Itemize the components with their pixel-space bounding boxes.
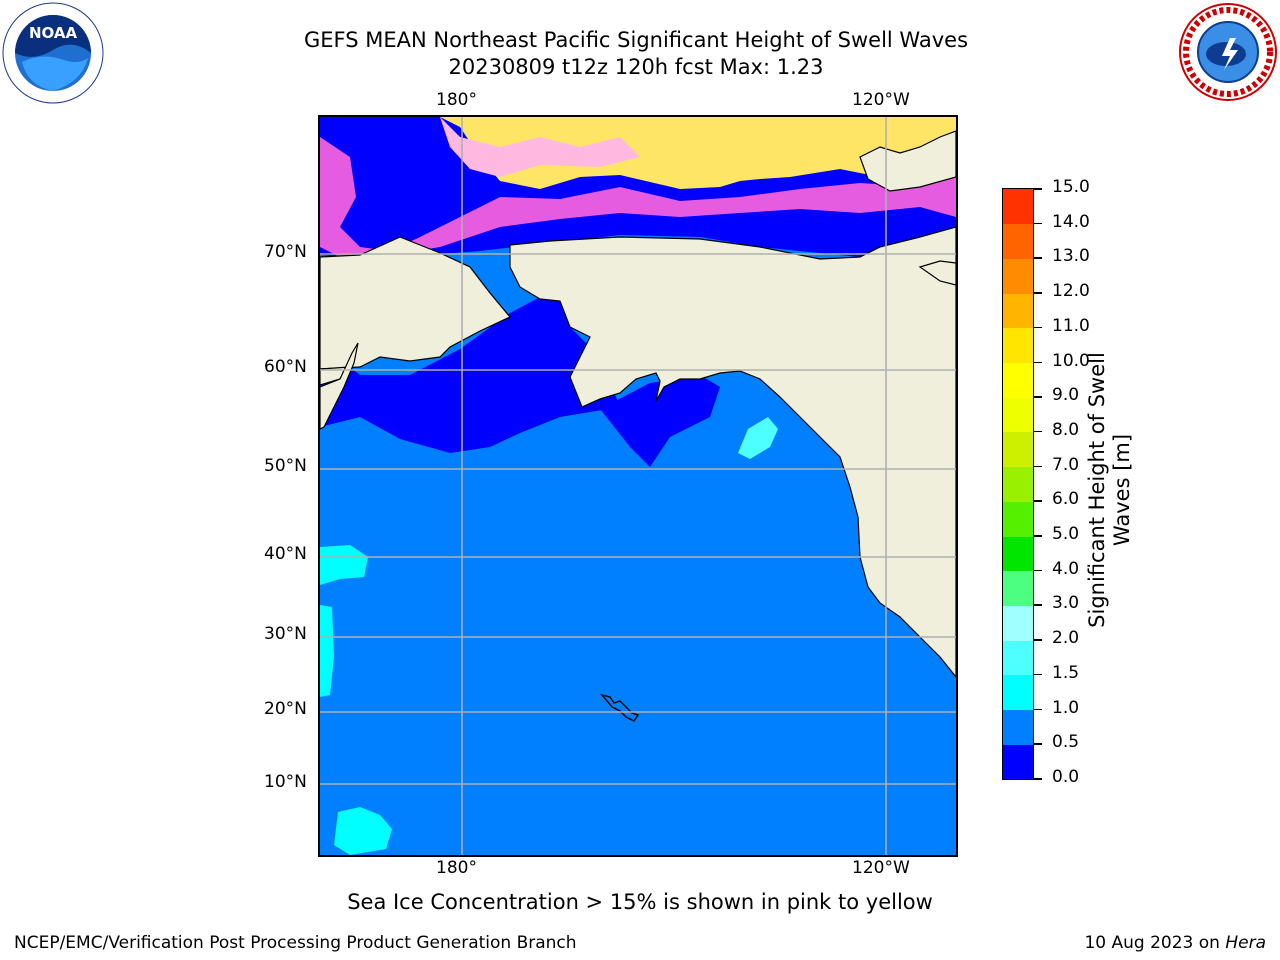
- colorbar-tick-label: 6.0: [1052, 489, 1080, 510]
- land-kamchatka: [320, 342, 359, 430]
- colorbar-segment: [1003, 431, 1033, 468]
- colorbar-tick-mark: [1034, 500, 1042, 502]
- colorbar-tick-mark: [1034, 778, 1042, 780]
- chart-title: GEFS MEAN Northeast Pacific Significant …: [303, 28, 969, 52]
- lat-tick-40n: 40°N: [264, 544, 307, 564]
- svg-text:NOAA: NOAA: [29, 24, 78, 42]
- colorbar-tick-mark: [1034, 604, 1042, 606]
- colorbar-tick-label: 8.0: [1052, 419, 1080, 440]
- colorbar-tick-label: 4.0: [1052, 558, 1080, 579]
- land-banks-island: [918, 260, 956, 286]
- colorbar-tick-mark: [1034, 639, 1042, 641]
- colorbar-segment: [1003, 189, 1033, 225]
- lat-tick-30n: 30°N: [264, 624, 307, 644]
- colorbar-tick-label: 14.0: [1052, 211, 1090, 232]
- colorbar-segment: [1003, 501, 1033, 537]
- swell-height-map: [318, 115, 958, 857]
- colorbar-segment: [1003, 605, 1033, 641]
- colorbar-tick-label: 0.0: [1052, 767, 1080, 787]
- colorbar-tick-label: 7.0: [1052, 454, 1080, 475]
- swell-patch-west-40n: [320, 545, 368, 585]
- credit-organization: NCEP/EMC/Verification Post Processing Pr…: [14, 933, 577, 953]
- colorbar-tick-mark: [1034, 292, 1042, 294]
- credit-machine: Hera: [1225, 933, 1266, 953]
- colorbar-label: Significant Height of Swell Waves [m]: [1085, 352, 1134, 628]
- colorbar-tick-mark: [1034, 396, 1042, 398]
- nws-logo: [1178, 2, 1278, 102]
- colorbar-tick-mark: [1034, 569, 1042, 572]
- swell-patch-south: [334, 807, 392, 855]
- land-arctic-islands: [859, 130, 956, 192]
- colorbar-segment: [1003, 258, 1033, 294]
- colorbar-tick-mark: [1034, 257, 1042, 259]
- colorbar-segment: [1003, 327, 1033, 364]
- map-gridlines: [320, 117, 956, 855]
- noaa-logo: NOAA: [2, 2, 104, 104]
- colorbar-segment: [1003, 223, 1033, 259]
- swell-patch-gulf-alaska: [738, 417, 778, 459]
- chart-subtitle: 20230809 t12z 120h fcst Max: 1.23: [448, 55, 824, 79]
- colorbar-tick-mark: [1034, 535, 1042, 537]
- swell-low-gulf-west: [600, 375, 720, 467]
- sea-ice-footnote: Sea Ice Concentration > 15% is shown in …: [347, 890, 933, 914]
- colorbar-tick-label: 15.0: [1052, 177, 1090, 197]
- lon-tick-bottom-120w: 120°W: [852, 858, 910, 878]
- lat-tick-70n: 70°N: [264, 242, 307, 262]
- colorbar-tick-mark: [1034, 430, 1042, 433]
- lon-tick-top-180: 180°: [436, 90, 477, 110]
- colorbar-segment: [1003, 536, 1033, 572]
- colorbar-segment: [1003, 397, 1033, 433]
- colorbar-segment: [1003, 293, 1033, 329]
- land-hawaii: [600, 693, 640, 722]
- colorbar-tick-mark: [1034, 326, 1042, 329]
- sea-ice-low: [320, 137, 956, 257]
- swell-patch-west-30n: [320, 605, 334, 697]
- colorbar-tick-mark: [1034, 673, 1042, 676]
- colorbar-tick-label: 12.0: [1052, 281, 1090, 302]
- credit-date-text: 10 Aug 2023 on: [1084, 933, 1226, 953]
- swell-low-bering: [320, 295, 620, 453]
- colorbar-segment: [1003, 640, 1033, 676]
- colorbar-tick-label: 10.0: [1052, 350, 1090, 371]
- colorbar-tick-mark: [1034, 222, 1042, 225]
- colorbar-tick-label: 2.0: [1052, 628, 1080, 649]
- colorbar-segment: [1003, 466, 1033, 502]
- colorbar-tick-label: 1.5: [1052, 662, 1080, 683]
- colorbar-tick-label: 1.0: [1052, 697, 1080, 718]
- colorbar-tick-mark: [1034, 361, 1042, 364]
- lon-tick-top-120w: 120°W: [852, 90, 910, 110]
- colorbar-segment: [1003, 744, 1033, 780]
- colorbar-tick-mark: [1034, 465, 1042, 468]
- colorbar-tick-label: 5.0: [1052, 524, 1080, 545]
- sea-ice-high: [320, 117, 956, 189]
- colorbar-tick-label: 0.5: [1052, 732, 1080, 753]
- colorbar-segment: [1003, 674, 1033, 711]
- lat-tick-10n: 10°N: [264, 772, 307, 792]
- colorbar: [1002, 188, 1034, 780]
- credit-date: 10 Aug 2023 on Hera: [1084, 933, 1266, 953]
- land-north-america: [509, 226, 956, 678]
- colorbar-tick-label: 3.0: [1052, 593, 1080, 614]
- colorbar-tick-mark: [1034, 188, 1042, 190]
- colorbar-segment: [1003, 570, 1033, 606]
- sea-ice-mid: [440, 117, 640, 177]
- colorbar-tick-label: 13.0: [1052, 246, 1090, 267]
- colorbar-tick-mark: [1034, 743, 1042, 745]
- lon-tick-bottom-180: 180°: [436, 858, 477, 878]
- colorbar-tick-mark: [1034, 708, 1042, 711]
- colorbar-segment: [1003, 709, 1033, 745]
- lat-tick-60n: 60°N: [264, 357, 307, 377]
- lat-tick-20n: 20°N: [264, 699, 307, 719]
- colorbar-tick-label: 11.0: [1052, 315, 1090, 336]
- lat-tick-50n: 50°N: [264, 456, 307, 476]
- colorbar-tick-label: 9.0: [1052, 385, 1080, 406]
- colorbar-segment: [1003, 362, 1033, 398]
